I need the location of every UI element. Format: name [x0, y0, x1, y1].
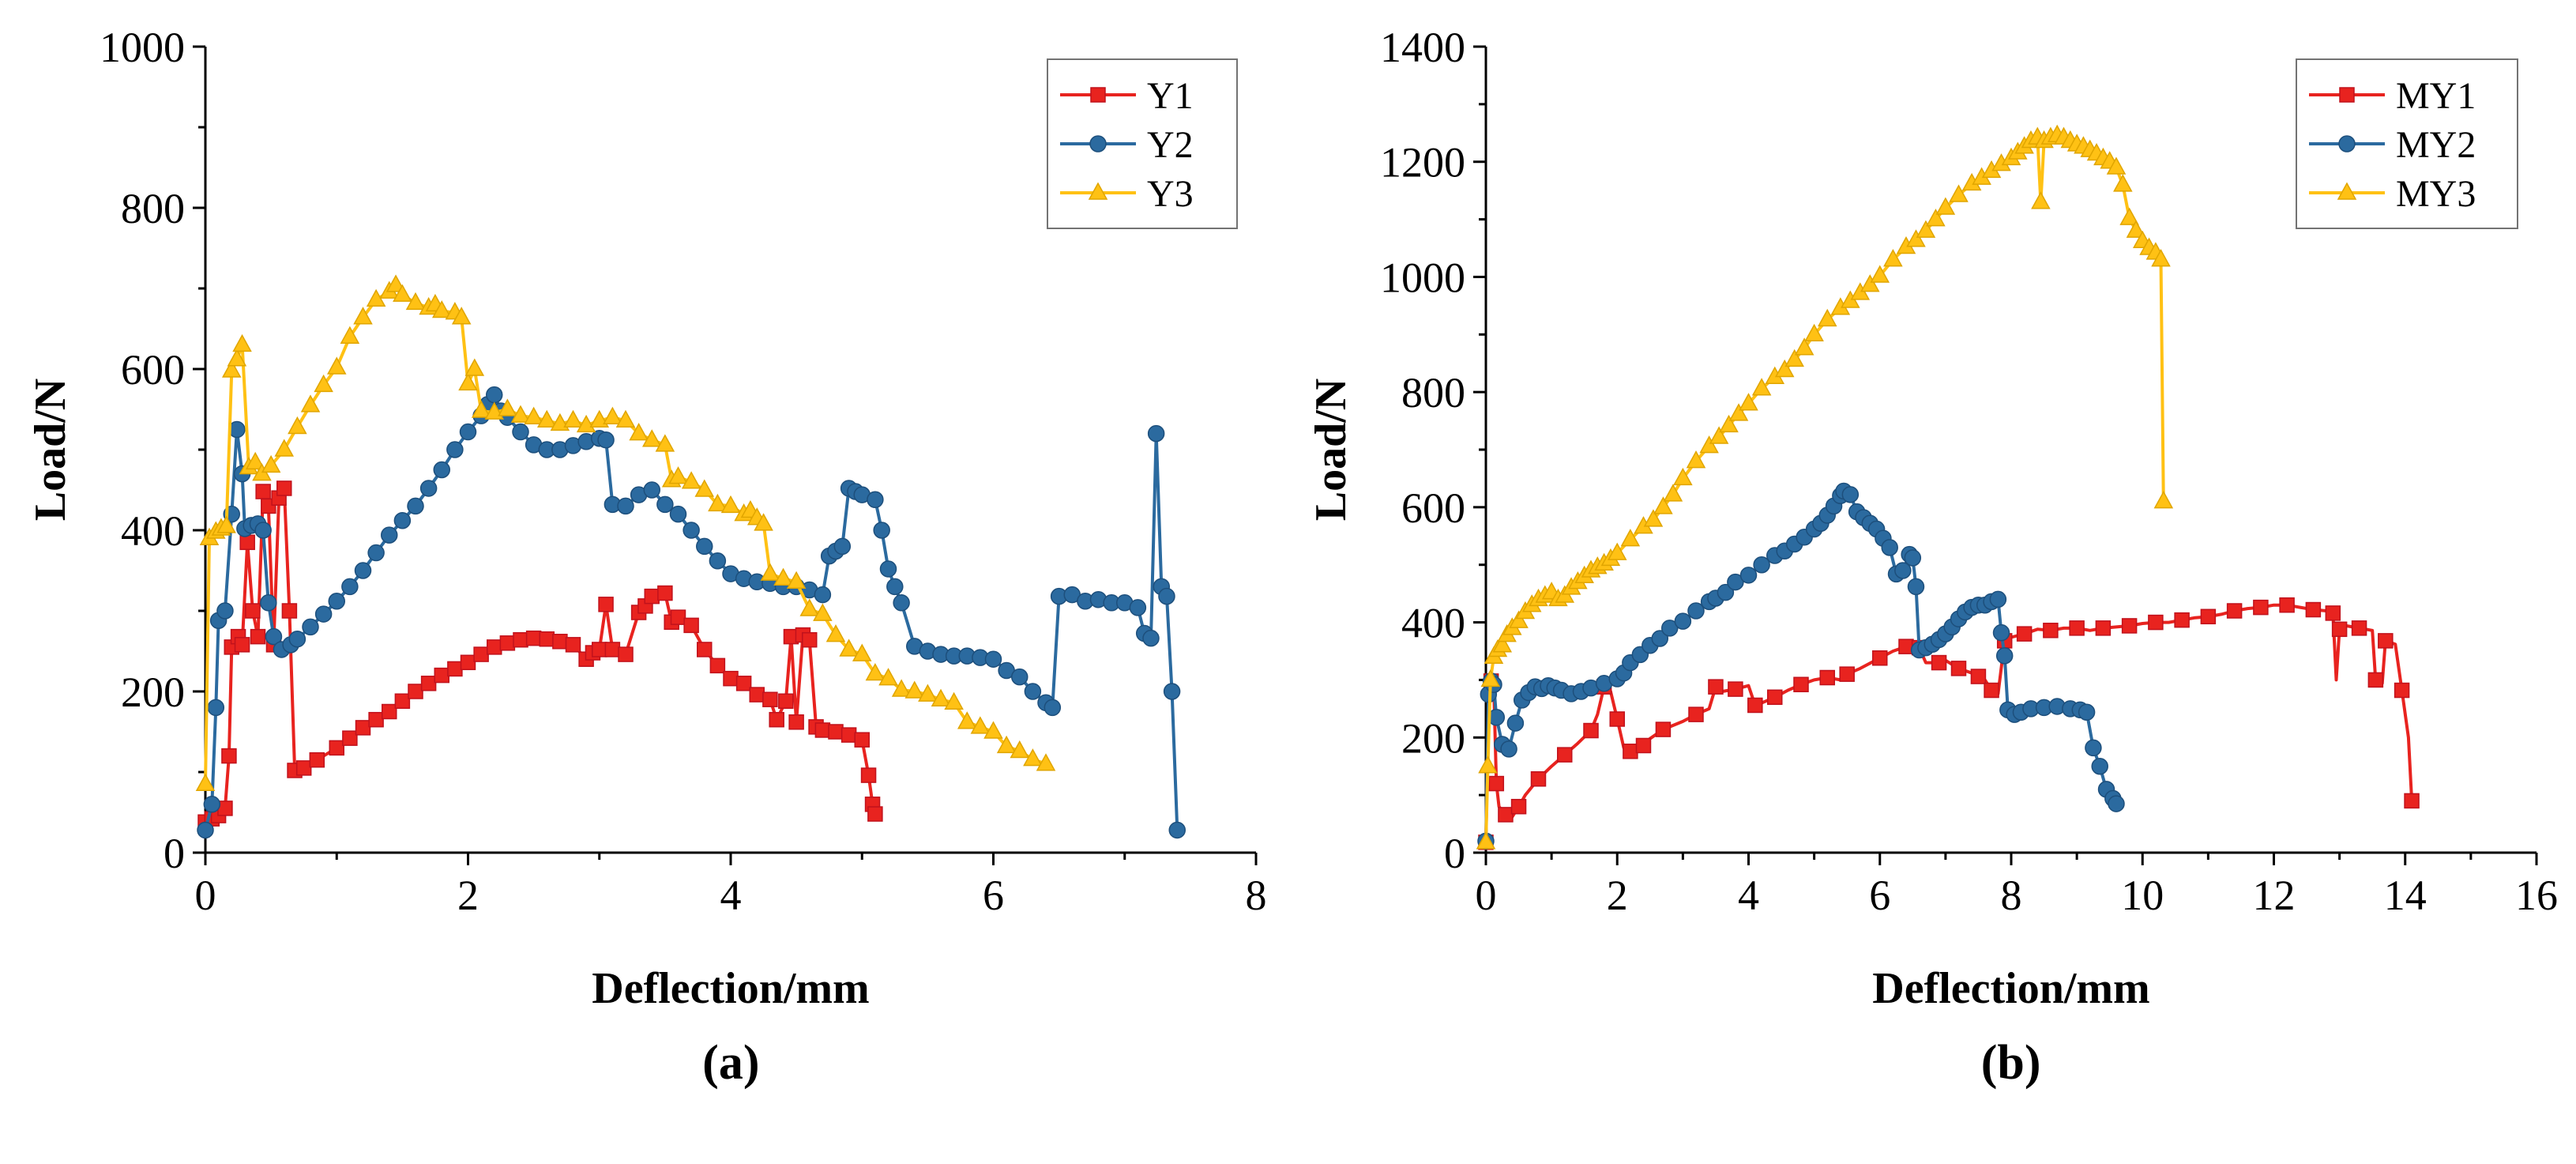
y-axis-label: Load/N	[26, 379, 75, 522]
tick-labels: 0 2 4 6 8 0 200 400 600 800 1000	[100, 24, 1267, 919]
legend-entry-Y3: Y3	[1060, 173, 1194, 215]
x-axis-label: Deflection/mm	[592, 964, 870, 1013]
legend-entry-MY1: MY1	[2308, 75, 2476, 117]
series-Y1-markers	[197, 480, 883, 830]
svg-text:0: 0	[195, 872, 216, 919]
legend-entry-MY3: MY3	[2308, 173, 2476, 215]
chart-b-caption: (b)	[1379, 1035, 2576, 1091]
svg-text:0: 0	[1475, 872, 1496, 919]
y-axis-label: Load/N	[1307, 379, 1356, 522]
chart-b-plot: 0 2 4 6 8 10 12 14 16 0 200 400 600 800 1000 1200 1400 Lo…	[1307, 24, 2558, 1013]
svg-text:16: 16	[2515, 872, 2558, 919]
svg-text:4: 4	[720, 872, 742, 919]
series-Y3-markers	[196, 274, 1056, 792]
tick-labels: 0 2 4 6 8 10 12 14 16 0 200 400 600 800 1000 1200 1400	[1380, 24, 2558, 919]
svg-text:200: 200	[1401, 714, 1465, 762]
series-MY3-markers	[1476, 124, 2173, 849]
legend-entry-Y2: Y2	[1060, 124, 1194, 166]
chart-a: 0 2 4 6 8 0 200 400 600 800 1000 Load/N Deflection/m…	[16, 11, 1280, 1091]
chart-a-plot: 0 2 4 6 8 0 200 400 600 800 1000 Load/N Deflection/m…	[26, 24, 1267, 1013]
svg-text:6: 6	[1869, 872, 1890, 919]
legend: Y1 Y2 Y3	[1047, 58, 1239, 229]
svg-text:1200: 1200	[1380, 139, 1465, 186]
chart-b-caption-text: (b)	[1980, 1036, 2041, 1090]
chart-b: 0 2 4 6 8 10 12 14 16 0 200 400 600 800 1000 1200 1400 Lo…	[1296, 11, 2560, 1091]
legend: MY1 MY2 MY3	[2295, 58, 2518, 229]
chart-a-caption-text: (a)	[702, 1036, 760, 1090]
svg-text:2: 2	[457, 872, 479, 919]
svg-text:1000: 1000	[1380, 254, 1465, 301]
svg-text:8: 8	[2000, 872, 2021, 919]
svg-text:600: 600	[1401, 484, 1465, 532]
legend-label: Y3	[1147, 173, 1194, 215]
legend-label: MY2	[2396, 124, 2476, 166]
series-Y3-line	[204, 283, 1048, 786]
svg-text:200: 200	[121, 669, 185, 716]
svg-text:2: 2	[1606, 872, 1627, 919]
svg-text:12: 12	[2252, 872, 2295, 919]
svg-text:0: 0	[164, 830, 185, 877]
ticks	[193, 45, 1258, 865]
chart-a-canvas: 0 2 4 6 8 0 200 400 600 800 1000 Load/N Deflection/m…	[16, 11, 1280, 1030]
svg-text:4: 4	[1738, 872, 1759, 919]
svg-text:600: 600	[121, 346, 185, 394]
chart-a-caption: (a)	[99, 1035, 1363, 1091]
figure: 0 2 4 6 8 0 200 400 600 800 1000 Load/N Deflection/m…	[16, 11, 2560, 1091]
svg-text:1000: 1000	[100, 24, 185, 71]
svg-text:14: 14	[2383, 872, 2426, 919]
svg-text:0: 0	[1444, 830, 1465, 877]
legend-entry-MY2: MY2	[2308, 124, 2476, 166]
series-MY2-markers	[1476, 482, 2125, 850]
chart-b-canvas: 0 2 4 6 8 10 12 14 16 0 200 400 600 800 1000 1200 1400 Lo…	[1296, 11, 2560, 1030]
legend-label: MY3	[2396, 173, 2476, 215]
svg-text:1400: 1400	[1380, 24, 1465, 71]
legend-label: MY1	[2396, 75, 2476, 117]
svg-text:6: 6	[983, 872, 1004, 919]
legend-entry-Y1: Y1	[1060, 75, 1194, 117]
svg-text:800: 800	[121, 185, 185, 232]
svg-text:8: 8	[1246, 872, 1267, 919]
svg-text:10: 10	[2121, 872, 2164, 919]
legend-label: Y1	[1147, 75, 1194, 117]
svg-text:400: 400	[1401, 600, 1465, 647]
x-axis-label: Deflection/mm	[1872, 964, 2149, 1013]
ticks	[1472, 45, 2538, 865]
svg-text:400: 400	[121, 507, 185, 555]
legend-label: Y2	[1147, 124, 1194, 166]
svg-text:800: 800	[1401, 369, 1465, 416]
